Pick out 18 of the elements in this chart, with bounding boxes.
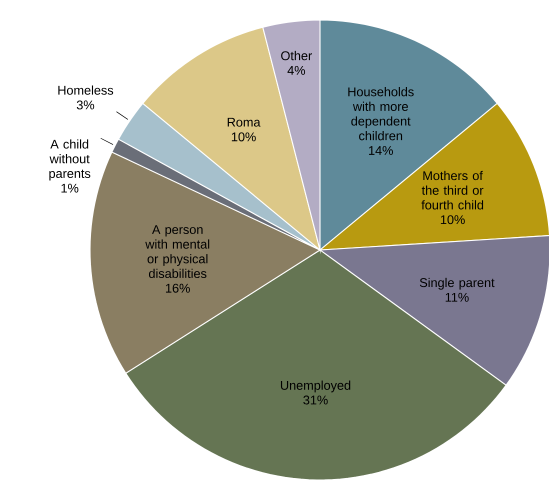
slice-label: Single parent bbox=[420, 278, 495, 290]
data-label: 10% bbox=[440, 215, 465, 224]
slice-label: A child without parents bbox=[49, 139, 90, 181]
slice-label: Homeless bbox=[58, 85, 114, 95]
data-label: 11% bbox=[446, 292, 469, 302]
data-label: 10% bbox=[232, 132, 256, 142]
data-label: 3% bbox=[76, 100, 94, 110]
slice-label: A person with mental or physical disabilities bbox=[145, 225, 210, 278]
slice-label: Unemployed bbox=[280, 380, 350, 392]
data-label: 31% bbox=[303, 396, 328, 405]
data-label: 4% bbox=[287, 66, 306, 75]
data-label: 1% bbox=[61, 184, 78, 193]
slice-label: Other bbox=[281, 50, 312, 60]
data-label: 14% bbox=[369, 146, 393, 155]
slice-label: Roma bbox=[228, 118, 260, 127]
slice-label: Mothers of the third or fourth child bbox=[421, 170, 484, 210]
slice-label: Households with more dependent children bbox=[348, 87, 414, 140]
data-label: 16% bbox=[166, 284, 190, 293]
